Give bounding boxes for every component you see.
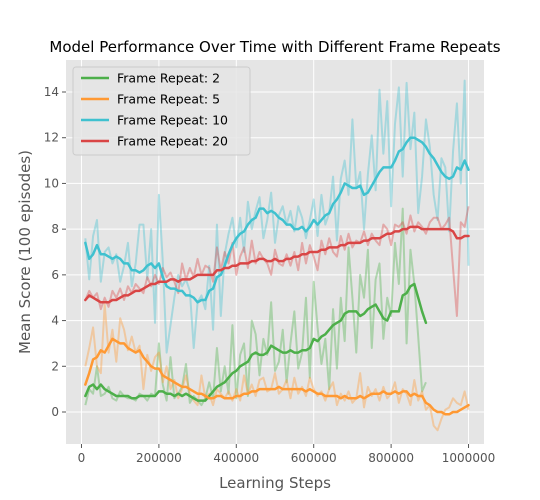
x-tick-label: 800000 <box>368 451 414 465</box>
y-tick-label: 8 <box>51 222 59 236</box>
smoothed-series-lines <box>84 136 470 416</box>
smoothed-series-line-3 <box>84 136 470 304</box>
smoothed-series-line-4 <box>84 225 470 304</box>
y-tick-label: 2 <box>51 359 59 373</box>
legend-label: Frame Repeat: 2 <box>117 71 220 86</box>
y-tick-label: 10 <box>44 176 59 190</box>
legend: Frame Repeat: 2 Frame Repeat: 5 Frame Repe… <box>72 66 251 156</box>
x-tick-label: 200000 <box>136 451 182 465</box>
x-axis-ticks: 0 200000 400000 600000 800000 1000000 <box>78 444 495 465</box>
raw-series-line-3 <box>84 79 470 354</box>
legend-label: Frame Repeat: 5 <box>117 92 220 107</box>
x-axis-label: Learning Steps <box>219 474 331 492</box>
y-tick-label: 12 <box>44 131 59 145</box>
x-tick-label: 400000 <box>213 451 259 465</box>
x-tick-label: 1000000 <box>442 451 495 465</box>
legend-box <box>72 66 251 156</box>
legend-label: Frame Repeat: 10 <box>117 113 228 128</box>
y-axis-label: Mean Score (100 episodes) <box>16 150 34 354</box>
y-tick-label: 6 <box>51 268 59 282</box>
smoothed-series-line-2 <box>84 337 470 416</box>
chart-title: Model Performance Over Time with Differe… <box>49 38 500 56</box>
y-tick-label: 14 <box>44 85 59 99</box>
y-axis-ticks: 0 2 4 6 8 10 12 14 <box>44 85 66 419</box>
y-tick-label: 0 <box>51 405 59 419</box>
smoothed-series-line-1 <box>84 282 428 402</box>
x-tick-label: 600000 <box>291 451 337 465</box>
legend-label: Frame Repeat: 20 <box>117 134 228 149</box>
y-tick-label: 4 <box>51 314 59 328</box>
x-tick-label: 0 <box>78 451 86 465</box>
